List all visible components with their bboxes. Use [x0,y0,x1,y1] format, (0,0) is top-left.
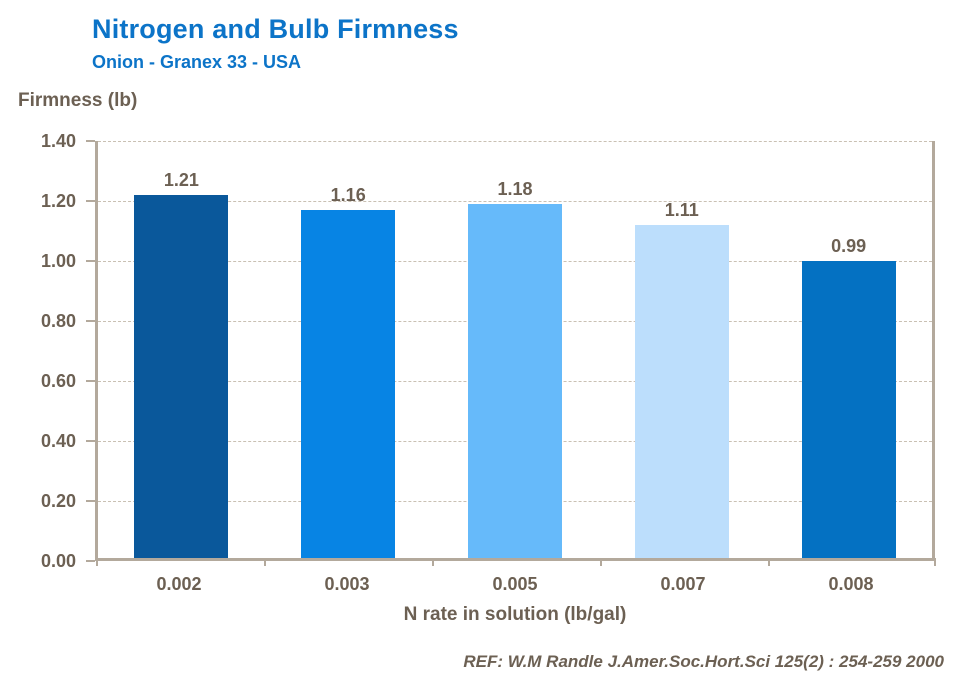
bar-value-label: 1.18 [497,179,533,199]
x-axis-tick [432,558,434,566]
y-axis-tick [86,140,95,142]
bar-group: 0.99 [765,141,932,558]
y-tick-label: 0.40 [40,431,76,451]
x-tick-label: 0.003 [324,574,370,594]
y-tick-label: 1.40 [40,131,76,151]
x-tick-label: 0.005 [492,574,538,594]
bar-group: 1.11 [598,141,765,558]
bar-series: 1.21 1.16 1.18 1.11 0.99 [98,141,932,558]
x-tick-label: 0.007 [660,574,706,594]
y-axis-tick [86,320,95,322]
bar-value-label: 1.11 [664,200,699,220]
x-tick-label: 0.002 [156,574,202,594]
bar-group: 1.21 [98,141,265,558]
x-axis-tick-labels: 0.002 0.003 0.005 0.007 0.008 [95,574,935,595]
y-axis-tick [86,200,95,202]
x-axis-tick [934,558,936,566]
gridline [98,141,932,142]
chart-subtitle: Onion - Granex 33 - USA [92,52,302,72]
y-tick-label: 1.00 [40,251,76,271]
x-axis-tick [768,558,770,566]
y-axis-tick-labels: 1.40 1.20 1.00 0.80 0.60 0.40 0.20 0.00 [0,131,82,571]
y-tick-label: 1.20 [40,191,76,211]
bar-value-label: 0.99 [831,236,867,256]
reference-citation: REF: W.M Randle J.Amer.Soc.Hort.Sci 125(… [463,652,944,671]
bar-group: 1.18 [432,141,599,558]
bar [801,261,896,558]
y-axis-tick [86,260,95,262]
x-axis-tick [96,558,98,566]
bar-value-label: 1.16 [330,185,366,205]
y-axis-tick [86,500,95,502]
bar-value-label: 1.21 [163,170,199,190]
bar [134,195,229,558]
gridline [98,201,932,202]
plot-area: 1.21 1.16 1.18 1.11 0.99 [86,140,936,566]
bar [301,210,396,558]
y-axis-tick [86,560,95,562]
x-axis-tick [600,558,602,566]
bar-group: 1.16 [265,141,432,558]
y-tick-label: 0.80 [40,311,76,331]
bar [467,204,562,558]
x-tick-label: 0.008 [828,574,874,594]
bar [634,225,729,558]
y-tick-label: 0.20 [40,491,76,511]
y-tick-label: 0.00 [40,551,76,571]
y-tick-label: 0.60 [40,371,76,391]
chart-title: Nitrogen and Bulb Firmness [92,14,459,44]
x-axis-title: N rate in solution (lb/gal) [403,604,627,625]
y-axis-title: Firmness (lb) [18,90,138,111]
y-axis-tick [86,440,95,442]
x-axis-tick [264,558,266,566]
y-axis-tick [86,380,95,382]
